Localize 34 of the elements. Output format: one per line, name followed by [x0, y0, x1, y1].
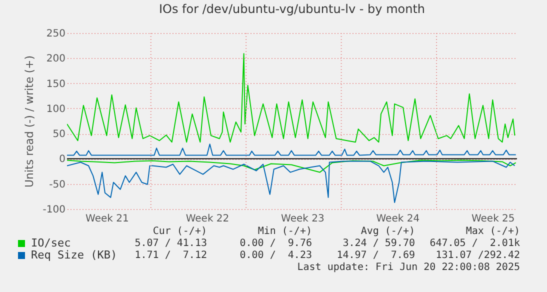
text: Last update: Fri Jun 20 22:00:08 2025	[296, 262, 520, 274]
text: Avg (-/+)	[360, 226, 415, 238]
text: Max (-/+)	[464, 226, 520, 238]
x-tick-label: Week 24	[376, 214, 420, 224]
text: 3.24 / 59.70	[342, 238, 415, 250]
text: Min (-/+)	[256, 226, 312, 238]
text: Cur (-/+)	[152, 226, 207, 238]
text: 647.05 / 2.01k	[428, 238, 520, 250]
text: 14.97 / 7.69	[336, 250, 415, 262]
x-tick-label: Week 25	[471, 214, 515, 224]
text: 0.00 / 9.76	[238, 238, 312, 250]
y-tick-label: -100	[42, 204, 66, 216]
legend-label: IO/sec	[31, 236, 71, 250]
text: 1.71 / 7.12	[134, 250, 207, 262]
line-series	[67, 144, 516, 156]
y-tick-label: 50	[52, 129, 66, 140]
text: 5.07 / 41.13	[134, 238, 207, 250]
text: 0.00 / 4.23	[238, 250, 312, 262]
y-axis-title: Units read (-) / write (+)	[22, 55, 36, 188]
y-tick-label: 250	[46, 28, 66, 40]
chart-title: IOs for /dev/ubuntu-vg/ubuntu-lv - by month	[158, 2, 426, 16]
line-series	[67, 160, 516, 173]
x-tick-label: Week 21	[86, 214, 129, 224]
y-tick-label: 0	[59, 154, 66, 166]
y-tick-label: 150	[46, 78, 66, 90]
line-series	[67, 160, 516, 203]
x-tick-label: Week 22	[186, 214, 230, 224]
x-tick-label: Week 23	[281, 214, 324, 224]
y-tick-label: 200	[46, 54, 66, 65]
legend-label: Req Size (KB)	[31, 248, 118, 262]
y-tick-label: -50	[49, 179, 66, 190]
text: 131.07 /292.42	[434, 250, 520, 262]
y-tick-label: 100	[46, 104, 66, 115]
line-series	[67, 53, 516, 143]
